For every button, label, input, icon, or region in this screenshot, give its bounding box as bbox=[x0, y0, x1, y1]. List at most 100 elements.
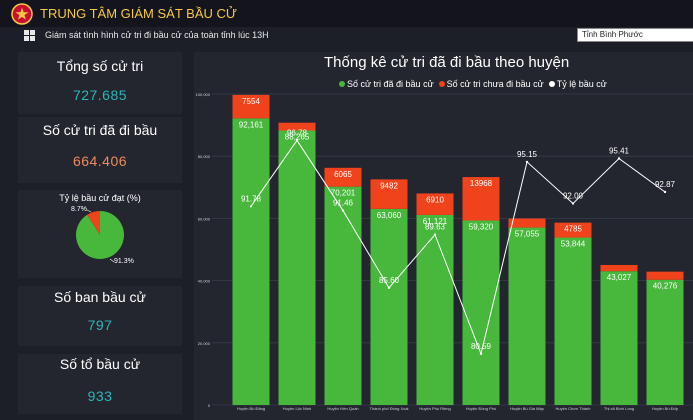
bar-voted-label: 59,320 bbox=[469, 223, 494, 232]
rate-point bbox=[479, 352, 483, 356]
bar-not-voted bbox=[232, 94, 270, 119]
legend-item-rate[interactable]: Tỷ lệ bầu cử bbox=[548, 79, 607, 89]
bar-not-voted-label: 6910 bbox=[426, 195, 444, 204]
rate-point bbox=[571, 202, 575, 205]
rate-point bbox=[387, 286, 391, 290]
pie-slice-voted bbox=[76, 211, 125, 259]
bar-not-voted-label: 7554 bbox=[242, 97, 260, 106]
committees-value: 797 bbox=[87, 317, 113, 333]
x-tick-label: Huyện Phú Riềng bbox=[419, 406, 450, 411]
bar-voted-label: 40,276 bbox=[653, 282, 678, 291]
voted-label: Số cử tri đã đi bầu bbox=[42, 122, 158, 138]
bar-voted bbox=[416, 214, 454, 405]
x-tick-label: Thị xã Bình Long bbox=[604, 406, 634, 411]
rate-point bbox=[341, 209, 345, 212]
rate-point bbox=[525, 160, 529, 164]
rate-label: 95.41 bbox=[609, 147, 630, 156]
legend-dot-rate-icon bbox=[548, 81, 555, 87]
total-voters-value: 727.685 bbox=[72, 87, 128, 103]
x-tick-label: Huyện Lộc Ninh bbox=[283, 406, 311, 411]
bar-voted-label: 53,844 bbox=[561, 240, 586, 249]
rate-label: 80.59 bbox=[471, 342, 492, 351]
bar-not-voted bbox=[278, 122, 316, 131]
groups-label: Số tổ bầu cử bbox=[59, 356, 141, 372]
rate-point bbox=[663, 190, 667, 194]
bar-voted bbox=[600, 271, 638, 405]
y-tick-label: 60,000 bbox=[198, 216, 211, 221]
x-tick-label: Huyện Đồng Phú bbox=[466, 406, 496, 411]
voted-value: 664.406 bbox=[72, 153, 128, 169]
bar-voted-label: 92,161 bbox=[239, 120, 264, 129]
rate-label: 96.78 bbox=[287, 128, 308, 137]
bar-not-voted bbox=[508, 218, 546, 228]
bar-not-voted-label: 4785 bbox=[564, 225, 582, 234]
legend-label-not-voted: Số cử tri chưa đi bầu cử bbox=[446, 79, 544, 89]
bar-voted-label: 70,201 bbox=[331, 189, 356, 198]
rate-line bbox=[250, 139, 666, 356]
voted-pct-label: 91.3% bbox=[114, 258, 134, 265]
bar-not-voted-label: 9482 bbox=[380, 181, 398, 190]
rate-label: 91.46 bbox=[333, 199, 354, 208]
rate-card: Tỷ lệ bầu cử đạt (%) 8.7% 91.3% bbox=[18, 190, 182, 278]
rate-label: 95.15 bbox=[517, 150, 538, 159]
x-tick-label: Huyện Chơn Thành bbox=[555, 406, 590, 411]
x-tick-label: Thành phố Đồng Xoài bbox=[370, 406, 409, 411]
bar-not-voted-label: 6065 bbox=[334, 170, 352, 179]
legend-label-voted: Số cử tri đã đi bầu cử bbox=[347, 79, 434, 89]
legend-item-voted[interactable]: Số cử tri đã đi bầu cử bbox=[339, 79, 434, 89]
title-bar bbox=[0, 0, 693, 27]
bar-voted-label: 63,060 bbox=[377, 211, 402, 220]
bar-voted bbox=[324, 186, 362, 405]
pie-slice-not-voted bbox=[87, 211, 100, 235]
x-tick-label: Huyện Bù Đăng bbox=[237, 406, 265, 411]
grid-menu-icon[interactable] bbox=[24, 30, 35, 41]
bar-voted-label: 43,027 bbox=[607, 273, 632, 282]
total-voters-card: Tổng số cử tri 727.685 bbox=[18, 52, 182, 114]
y-tick-label: 100,000 bbox=[196, 92, 211, 97]
legend-item-not-voted[interactable]: Số cử tri chưa đi bầu cử bbox=[438, 79, 544, 89]
not-voted-pct-label: 8.7% bbox=[71, 206, 87, 213]
bar-voted bbox=[462, 220, 500, 405]
y-tick-label: 80,000 bbox=[198, 154, 211, 159]
rate-point bbox=[617, 157, 621, 160]
rate-label: 92.87 bbox=[655, 180, 676, 189]
rate-label: 92.00 bbox=[563, 191, 584, 200]
rate-label: 89.63 bbox=[425, 223, 446, 232]
groups-card: Số tổ bầu cử 933 bbox=[18, 354, 182, 414]
rate-pie-chart bbox=[76, 209, 125, 263]
bar-voted bbox=[554, 237, 592, 405]
committees-card: Số ban bầu cử 797 bbox=[18, 286, 182, 346]
voted-card: Số cử tri đã đi bầu 664.406 bbox=[18, 117, 182, 183]
bar-not-voted bbox=[646, 271, 684, 280]
bar-not-voted bbox=[554, 222, 592, 238]
rate-point bbox=[433, 233, 437, 236]
page-subtitle: Giám sát tình hình cử tri đi bầu cử của … bbox=[45, 30, 269, 40]
national-emblem-icon bbox=[11, 3, 33, 25]
bar-voted bbox=[508, 227, 546, 405]
bar-voted-label: 57,055 bbox=[515, 230, 540, 239]
x-tick-label: Huyện Bù Đốp bbox=[652, 406, 679, 411]
bar-not-voted-label: 13968 bbox=[470, 179, 493, 188]
bar-voted bbox=[646, 279, 684, 405]
bar-voted bbox=[370, 208, 408, 405]
app-title: TRUNG TÂM GIÁM SÁT BẦU CỬ bbox=[40, 6, 237, 21]
bar-voted bbox=[278, 130, 316, 405]
chart-legend: Số cử tri đã đi bầu cử Số cử tri chưa đi… bbox=[339, 79, 607, 89]
rate-point bbox=[249, 205, 253, 208]
bar-not-voted bbox=[370, 179, 408, 209]
rate-label: Tỷ lệ bầu cử đạt (%) bbox=[59, 193, 141, 203]
bar-voted bbox=[232, 118, 270, 406]
committees-label: Số ban bầu cử bbox=[54, 289, 146, 305]
groups-value: 933 bbox=[87, 388, 113, 404]
bar-voted-label: 61,121 bbox=[423, 217, 448, 226]
bar-not-voted bbox=[600, 264, 638, 272]
x-tick-label: Huyện Bù Gia Mập bbox=[510, 406, 545, 411]
province-select[interactable]: Tỉnh Bình Phước bbox=[577, 28, 693, 42]
rate-point bbox=[295, 139, 299, 142]
bar-not-voted bbox=[462, 177, 500, 221]
rate-label: 91.78 bbox=[241, 194, 262, 203]
bar-not-voted bbox=[416, 193, 454, 215]
bar-not-voted bbox=[324, 167, 362, 187]
chart-title: Thống kê cử tri đã đi bầu theo huyện bbox=[324, 54, 570, 71]
